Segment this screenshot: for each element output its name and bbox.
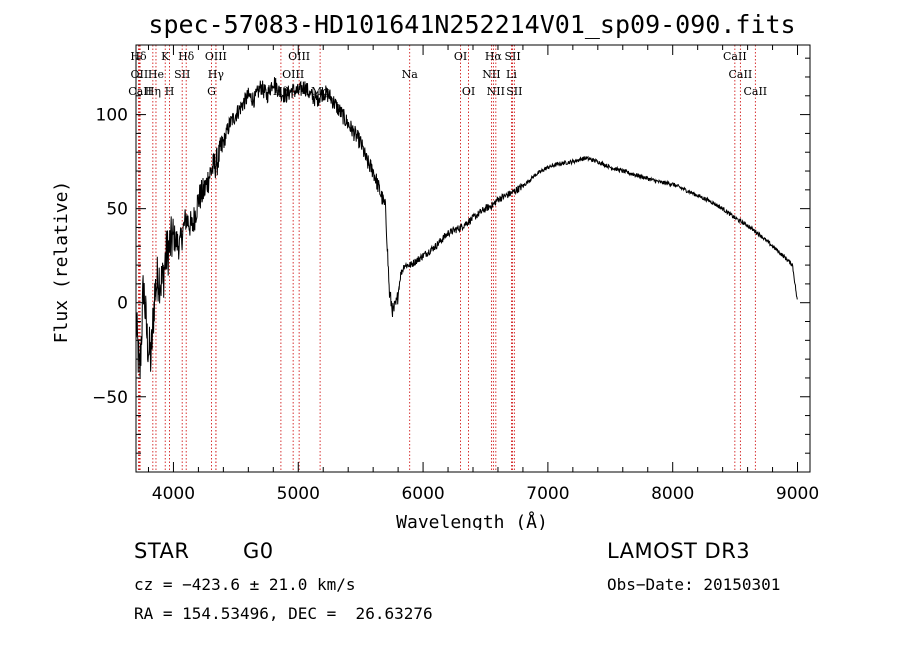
line-marker-label: OIII <box>205 50 227 63</box>
line-marker-label: Na <box>402 68 419 81</box>
line-marker-label: He <box>148 68 164 81</box>
line-marker-label: H <box>165 85 175 98</box>
line-marker-label: K <box>161 50 170 63</box>
line-marker-label: OI <box>462 85 475 98</box>
y-tick-label: 50 <box>106 200 128 220</box>
line-marker-label: CaII <box>743 85 767 98</box>
line-marker-label: NII <box>487 85 505 98</box>
x-tick-label: 8000 <box>651 484 694 504</box>
line-marker-label: G <box>207 85 216 98</box>
line-marker-label: Li <box>506 68 517 81</box>
line-marker-label: SII <box>174 68 190 81</box>
y-axis-label: Flux (relative) <box>51 181 72 344</box>
survey-name: LAMOST DR3 <box>607 539 751 563</box>
line-marker-label: NII <box>482 68 500 81</box>
line-marker-label: Hδ <box>130 50 147 63</box>
y-tick-label: −50 <box>92 388 128 408</box>
redshift-velocity: cz = −423.6 ± 21.0 km/s <box>134 575 356 594</box>
line-marker-label: CaII <box>723 50 747 63</box>
object-subclass: G0 <box>243 539 274 563</box>
line-marker-label: Hα <box>485 50 503 63</box>
x-axis-ticks: 4000 5000 6000 7000 8000 9000 <box>147 45 819 504</box>
line-marker-label: OI <box>454 50 467 63</box>
object-class: STAR <box>134 539 190 563</box>
y-axis-ticks: −50 0 50 100 <box>92 57 810 454</box>
emission-line-markers <box>138 45 756 472</box>
x-tick-label: 4000 <box>152 484 195 504</box>
spectrum-chart: spec-57083-HD101641N252214V01_sp09-090.f… <box>51 10 819 530</box>
line-marker-label: SII <box>504 50 520 63</box>
line-marker-label: CaII <box>729 68 753 81</box>
line-marker-label: Hγ <box>208 68 225 81</box>
x-tick-label: 9000 <box>776 484 819 504</box>
line-marker-label: OIII <box>288 50 310 63</box>
x-tick-label: 5000 <box>277 484 320 504</box>
observation-date: Obs−Date: 20150301 <box>607 575 781 594</box>
x-tick-label: 6000 <box>401 484 444 504</box>
ra-dec-coordinates: RA = 154.53496, DEC = 26.63276 <box>134 604 433 623</box>
line-marker-label: CaII <box>128 85 152 98</box>
y-tick-label: 100 <box>96 106 128 126</box>
line-marker-label: Hδ <box>178 50 195 63</box>
y-tick-label: 0 <box>117 294 128 314</box>
line-marker-label: OIII <box>282 68 304 81</box>
spectrum-series-line <box>135 77 798 378</box>
line-marker-label: SII <box>506 85 522 98</box>
x-axis-label: Wavelength (Å) <box>396 511 548 530</box>
line-marker-label: OII <box>131 68 149 81</box>
line-marker-label: Hη <box>145 85 161 98</box>
chart-title: spec-57083-HD101641N252214V01_sp09-090.f… <box>148 10 795 39</box>
x-tick-label: 7000 <box>526 484 569 504</box>
